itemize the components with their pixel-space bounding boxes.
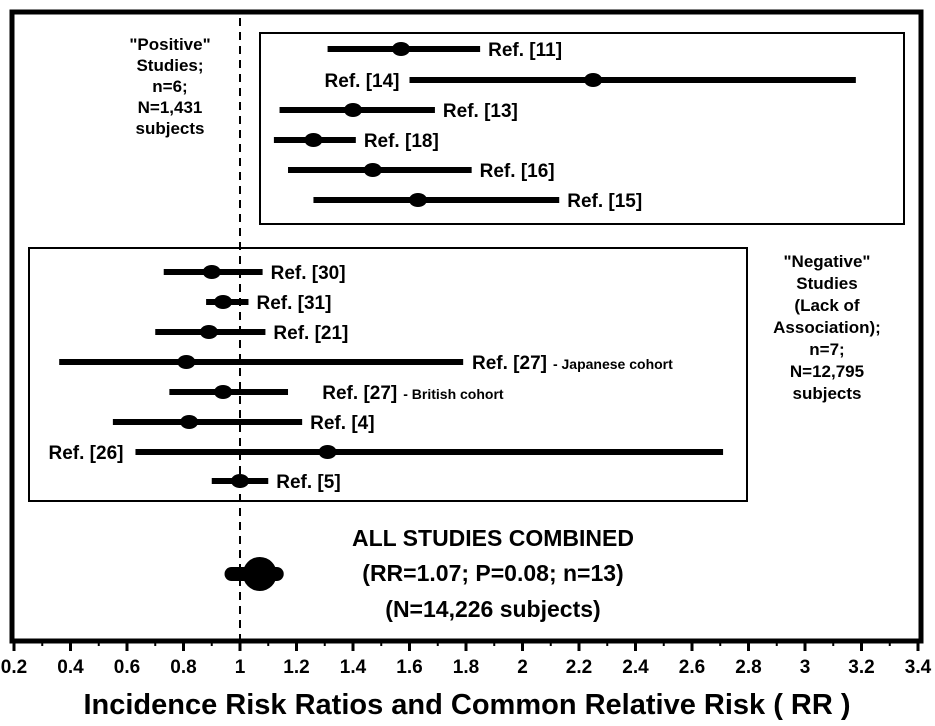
positive-group-label: "Positive" (129, 35, 210, 54)
study-label: Ref. [5] (276, 472, 340, 493)
study-note: - British cohort (403, 386, 504, 402)
study-label: Ref. [18] (364, 131, 439, 152)
positive-group-label: Studies; (136, 56, 203, 75)
negative-group-label: n=7; (809, 340, 844, 359)
study-label: Ref. [14] (325, 71, 400, 92)
x-tick-label: 3 (800, 657, 811, 678)
combined-stats: (RR=1.07; P=0.08; n=13) (362, 560, 623, 586)
positive-group-label: N=1,431 (138, 98, 203, 117)
study-label: Ref. [21] (273, 323, 348, 344)
study-label: Ref. [15] (567, 191, 642, 212)
point-estimate (584, 73, 603, 87)
x-tick-label: 1.8 (453, 657, 479, 678)
study-label: Ref. [16] (480, 161, 555, 182)
combined-subjects: (N=14,226 subjects) (385, 596, 600, 622)
study-label: Ref. [30] (271, 263, 346, 284)
positive-group-box (259, 32, 905, 225)
x-axis-label: Incidence Risk Ratios and Common Relativ… (83, 689, 850, 721)
x-tick-label: 1.2 (283, 657, 309, 678)
negative-group-label: "Negative" (784, 252, 871, 271)
point-estimate (363, 163, 382, 177)
study-note: - Japanese cohort (553, 356, 673, 372)
point-estimate (214, 385, 233, 399)
positive-group-label: n=6; (152, 77, 187, 96)
point-estimate (231, 474, 249, 488)
x-tick-label: 1 (235, 657, 246, 678)
x-tick-label: 2.2 (566, 657, 592, 678)
point-estimate (318, 445, 337, 459)
x-tick-label: 0.6 (114, 657, 140, 678)
point-estimate (392, 42, 411, 56)
combined-title: ALL STUDIES COMBINED (352, 525, 634, 551)
combined-point-estimate (242, 557, 277, 591)
study-label: Ref. [11] (488, 40, 562, 61)
study-label: Ref. [26] (49, 443, 124, 464)
x-tick-label: 2.8 (735, 657, 761, 678)
negative-group-label: Studies (796, 274, 857, 293)
point-estimate (202, 265, 221, 279)
point-estimate (180, 415, 199, 429)
point-estimate (199, 325, 218, 339)
x-tick-label: 3.2 (848, 657, 874, 678)
point-estimate (177, 355, 196, 369)
point-estimate (344, 103, 362, 117)
x-tick-label: 1.6 (396, 657, 422, 678)
point-estimate (304, 133, 323, 147)
negative-group-box (28, 247, 748, 502)
negative-group-label: (Lack of (794, 296, 860, 315)
negative-group-label: N=12,795 (790, 362, 864, 381)
x-tick-label: 3.4 (905, 657, 932, 678)
x-tick-label: 0.8 (170, 657, 196, 678)
x-tick-label: 2.6 (679, 657, 705, 678)
study-label: Ref. [13] (443, 101, 518, 122)
point-estimate (408, 193, 427, 207)
x-tick-label: 2.4 (622, 657, 649, 678)
x-tick-label: 0.2 (1, 657, 27, 678)
point-estimate (214, 295, 233, 309)
x-tick-label: 2 (517, 657, 528, 678)
study-label: Ref. [27] - British cohort (322, 383, 504, 404)
x-tick-label: 1.4 (340, 657, 367, 678)
study-label: Ref. [27] - Japanese cohort (472, 353, 673, 374)
x-tick-label: 0.4 (57, 657, 84, 678)
study-label: Ref. [4] (310, 413, 374, 434)
positive-group-label: subjects (136, 119, 205, 138)
negative-group-label: Association); (773, 318, 881, 337)
study-label: Ref. [31] (256, 293, 331, 314)
negative-group-label: subjects (793, 384, 862, 403)
